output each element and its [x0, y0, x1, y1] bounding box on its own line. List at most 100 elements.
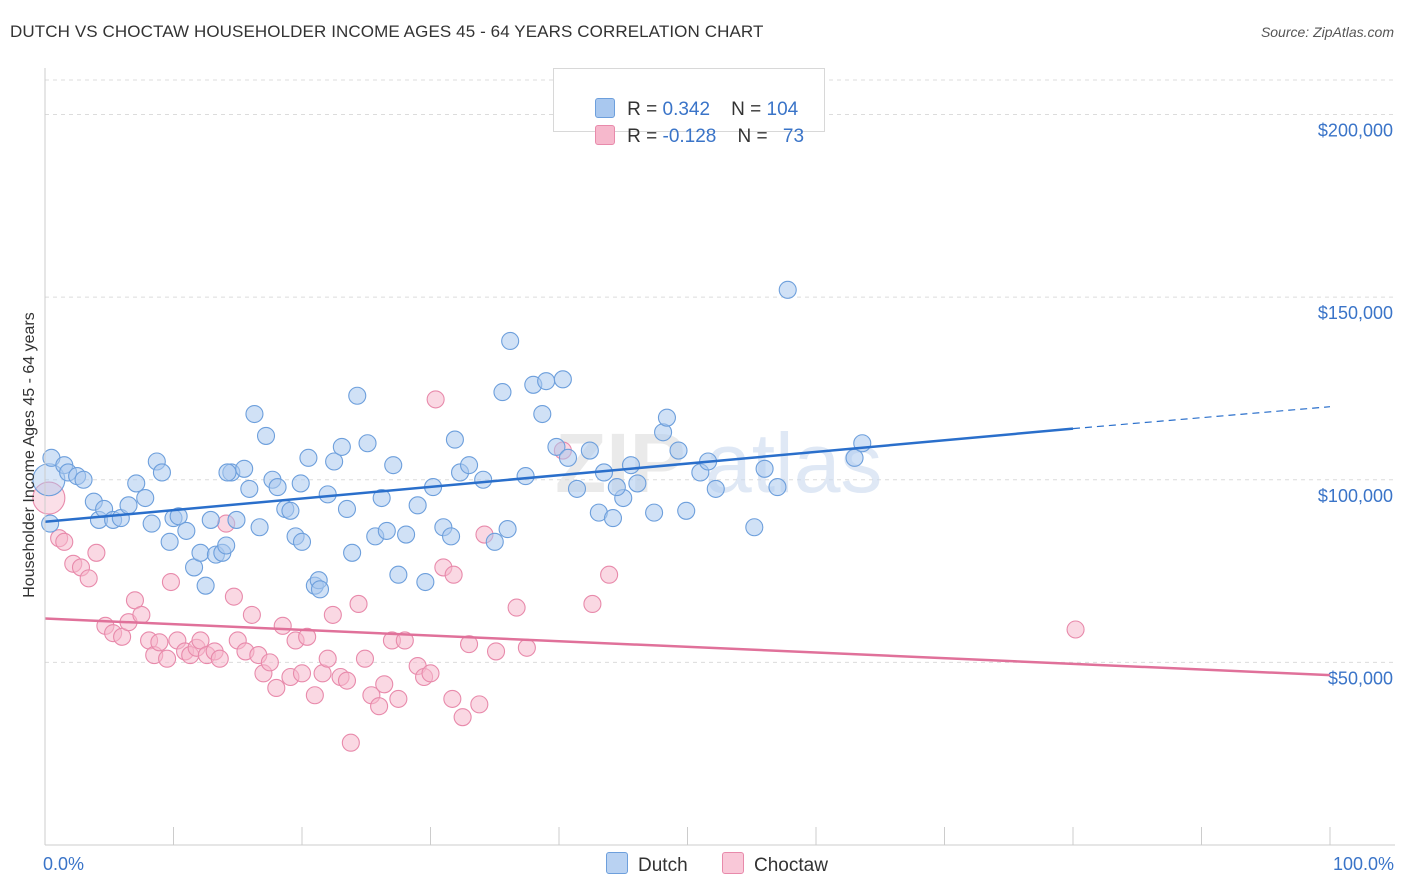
choctaw-point — [32, 481, 66, 515]
dutch-point — [217, 536, 236, 555]
choctaw-point — [161, 572, 180, 592]
chart-title: DUTCH VS CHOCTAW HOUSEHOLDER INCOME AGES… — [10, 22, 764, 41]
dutch-point — [547, 437, 566, 456]
dutch-point — [74, 470, 93, 489]
dutch-point — [459, 456, 479, 475]
dutch-point — [706, 479, 725, 498]
choctaw-point — [421, 664, 440, 683]
choctaw-point — [323, 605, 342, 624]
dutch-point — [218, 463, 237, 482]
choctaw-point — [79, 569, 98, 588]
trend-lines — [44, 406, 1331, 677]
dutch-point — [325, 452, 344, 471]
dutch-point — [537, 372, 556, 391]
choctaw-point — [210, 649, 229, 668]
choctaw-point — [150, 633, 169, 652]
dutch-point — [745, 518, 764, 537]
legend-row-dutch: R = 0.342 N = 104 — [574, 76, 798, 120]
y-axis-label: Householder Income Ages 45 - 64 years — [21, 312, 38, 598]
dutch-point — [442, 527, 461, 546]
dutch-point — [677, 501, 696, 520]
choctaw-point — [273, 616, 292, 635]
dutch-point — [669, 441, 688, 460]
dutch-point — [628, 474, 647, 493]
choctaw-r-value: -0.128 — [662, 126, 717, 147]
dutch-point — [142, 514, 161, 533]
dutch-point — [337, 499, 357, 519]
dutch-point — [768, 478, 787, 497]
dutch-point — [372, 488, 391, 508]
choctaw-trend-line — [44, 617, 1331, 677]
legend-item-dutch[interactable]: Dutch — [606, 852, 688, 877]
choctaw-point — [600, 565, 619, 584]
dutch-point — [408, 496, 427, 515]
dutch-point — [268, 478, 287, 497]
dutch-point — [645, 503, 664, 522]
choctaw-swatch-icon — [595, 125, 616, 145]
dutch-point — [250, 518, 269, 537]
x-tick-label-min: 0.0% — [43, 854, 84, 874]
choctaw-point — [517, 638, 536, 657]
dutch-point — [603, 509, 623, 528]
choctaw-point — [337, 671, 357, 690]
dutch-point — [755, 459, 774, 478]
dutch-point — [501, 331, 520, 351]
dutch-point — [397, 525, 416, 544]
choctaw-point — [395, 631, 414, 650]
dutch-point — [778, 280, 797, 299]
axes — [44, 68, 1395, 846]
choctaw-point — [260, 653, 279, 672]
dutch-point — [119, 496, 138, 515]
grid-lines: $50,000 $100,000 $150,000 $200,000 — [45, 79, 1395, 688]
choctaw-point — [55, 532, 74, 551]
dutch-point — [310, 580, 330, 599]
dutch-point — [41, 514, 60, 533]
dutch-point — [127, 474, 146, 493]
dutch-point — [558, 448, 578, 467]
source-credit: Source: ZipAtlas.com — [1260, 24, 1394, 40]
choctaw-point — [444, 565, 463, 584]
legend-label-dutch: Dutch — [638, 855, 688, 876]
choctaw-point — [459, 635, 479, 654]
choctaw-point — [453, 708, 472, 727]
dutch-point — [160, 532, 179, 551]
dutch-point — [358, 434, 377, 453]
dutch-point — [657, 408, 676, 427]
dutch-n-value: 104 — [766, 99, 799, 120]
choctaw-point — [292, 664, 312, 683]
dutch-point — [343, 543, 362, 562]
dutch-point — [227, 510, 246, 529]
dutch-trend-line — [44, 427, 1074, 524]
dutch-point — [299, 448, 318, 467]
choctaw-point — [507, 598, 526, 617]
choctaw-point — [267, 678, 286, 697]
choctaw-points — [32, 390, 1085, 752]
dutch-point — [485, 532, 504, 551]
legend-item-choctaw[interactable]: Choctaw — [722, 852, 828, 877]
dutch-point — [281, 501, 300, 520]
dutch-point — [292, 532, 312, 551]
dutch-point — [516, 467, 535, 486]
legend-row-choctaw: R = -0.128 N = 73 — [574, 103, 804, 147]
dutch-points — [32, 280, 872, 599]
choctaw-point — [87, 543, 106, 562]
choctaw-point — [341, 733, 360, 752]
dutch-point — [384, 456, 403, 475]
choctaw-point — [426, 390, 445, 409]
y-tick-label: $50,000 — [1328, 668, 1393, 688]
y-tick-label: $200,000 — [1318, 121, 1393, 141]
choctaw-point — [470, 695, 489, 714]
correlation-legend: R = 0.342 N = 104 R = -0.128 N = 73 — [553, 68, 825, 147]
choctaw-point — [224, 587, 243, 606]
choctaw-point — [132, 605, 151, 624]
dutch-point — [498, 520, 517, 539]
dutch-point — [607, 478, 626, 497]
dutch-point — [377, 521, 396, 540]
dutch-point — [389, 565, 408, 584]
x-tick-label-max: 100.0% — [1333, 854, 1394, 874]
dutch-point — [152, 463, 171, 482]
legend-label-choctaw: Choctaw — [754, 855, 828, 876]
choctaw-point — [389, 689, 408, 708]
dutch-point — [291, 474, 310, 493]
